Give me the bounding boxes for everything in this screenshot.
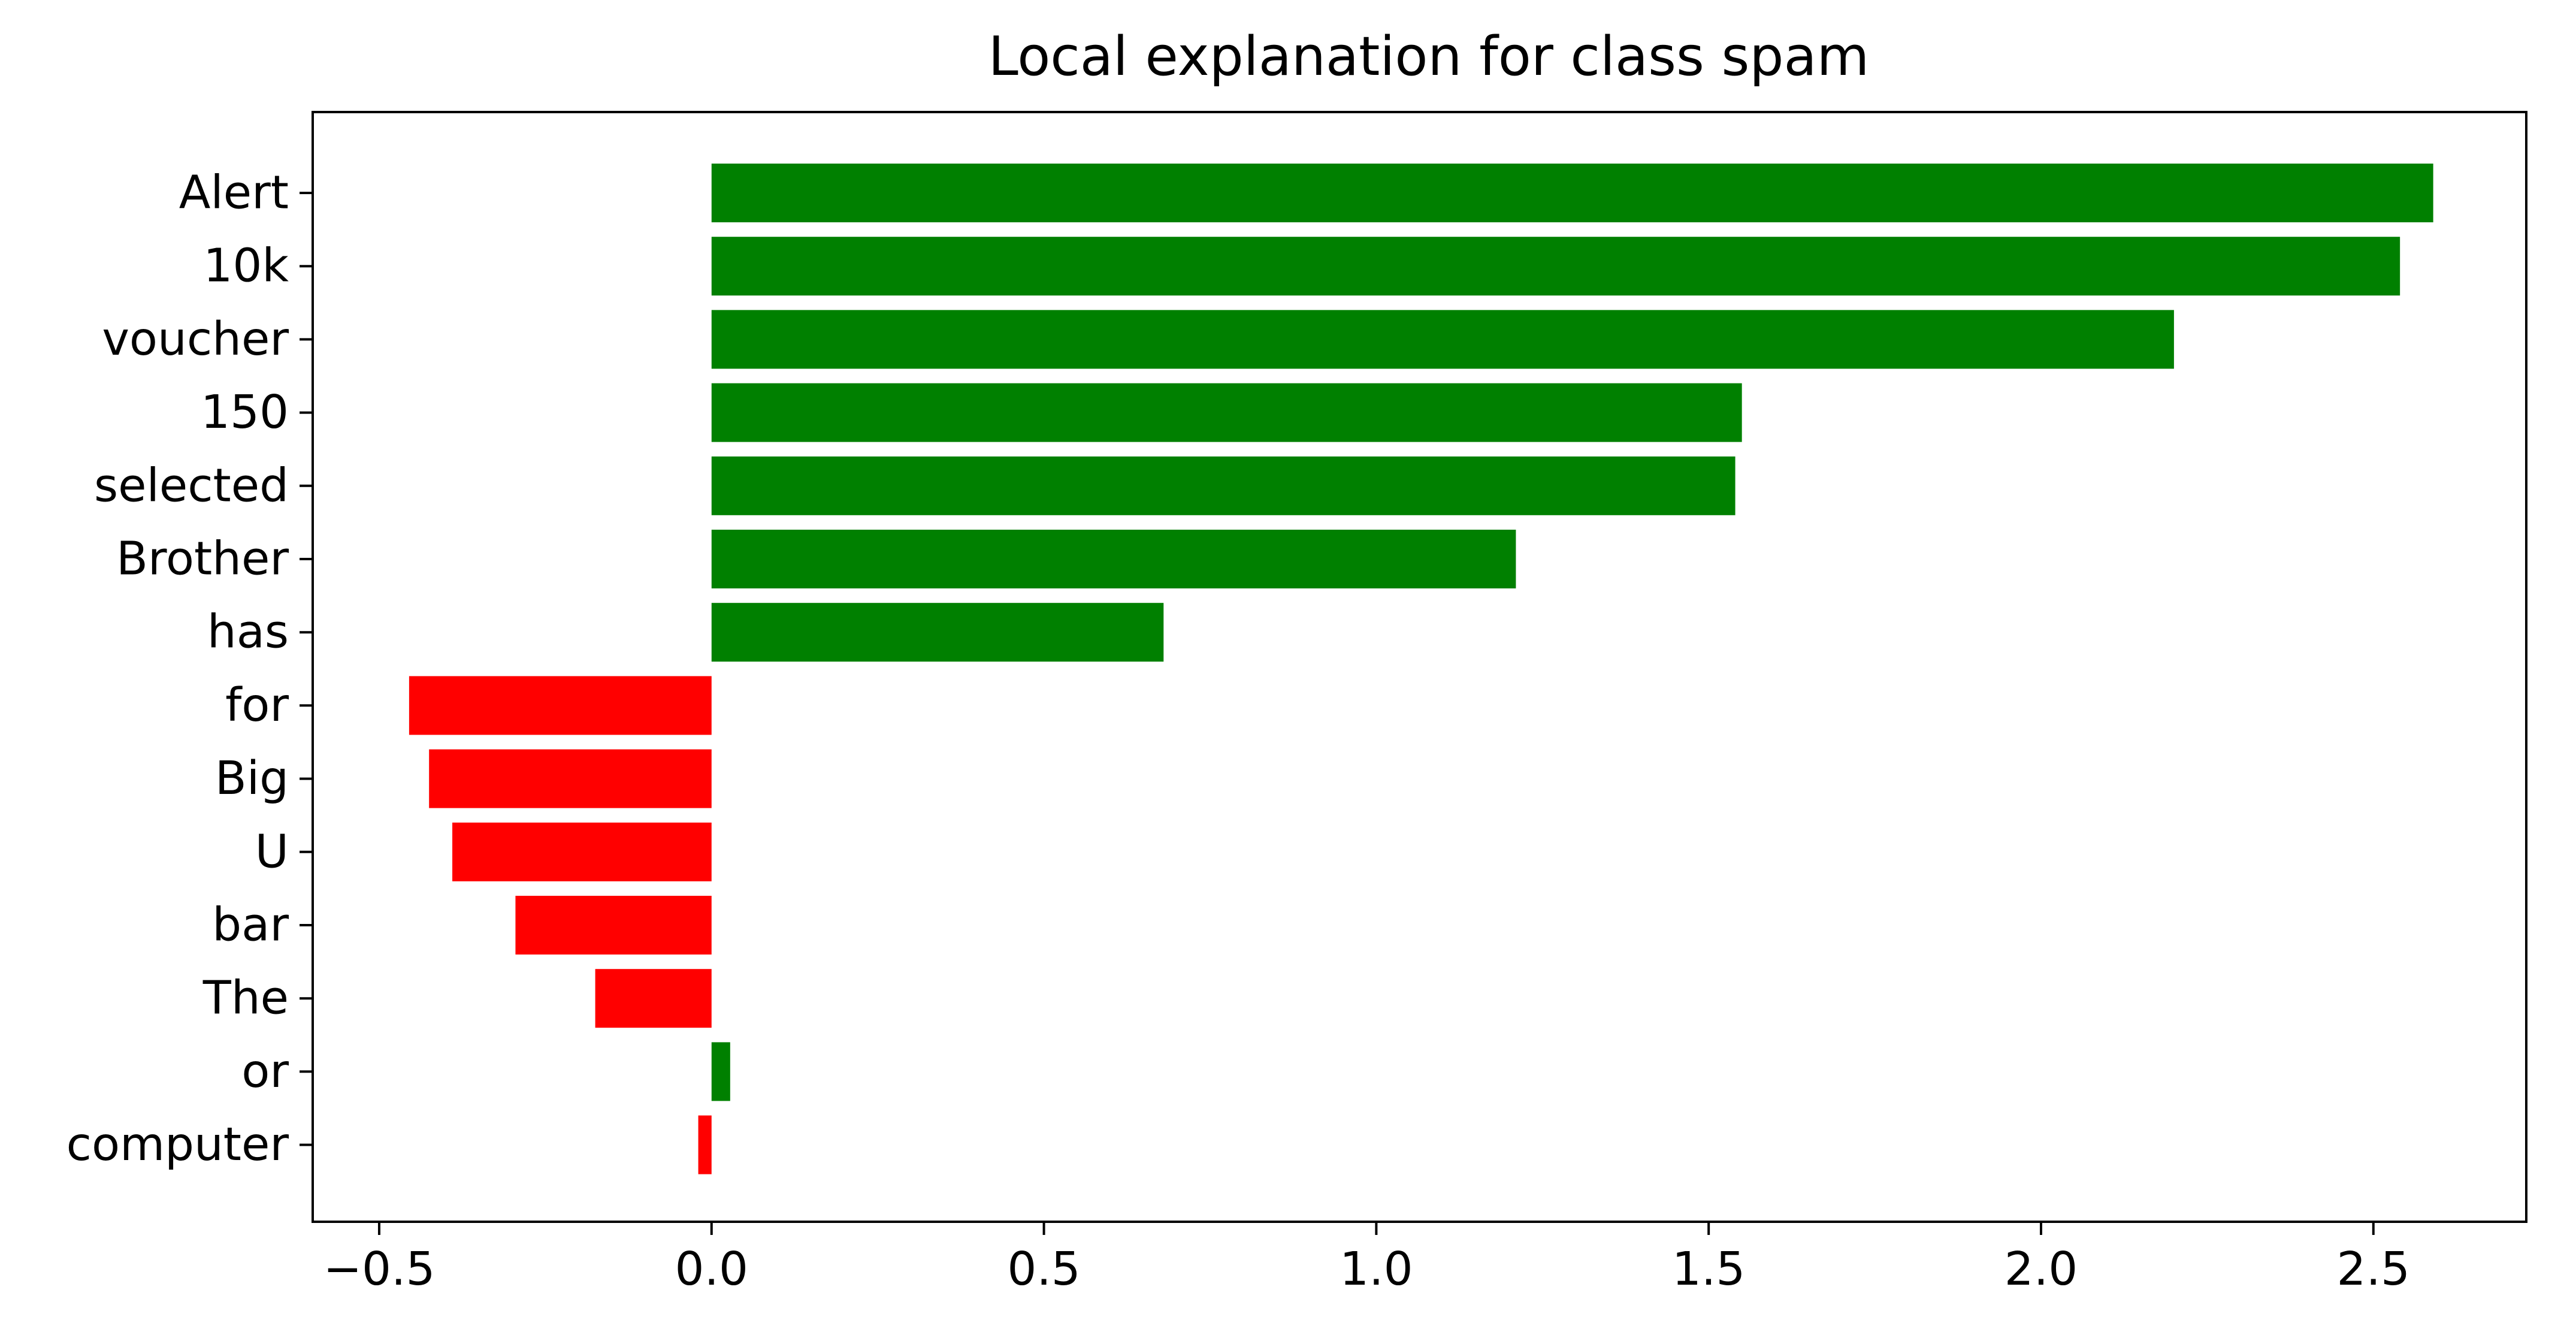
bar-selected (711, 456, 1736, 515)
x-axis: −0.5 0.0 0.5 1.0 1.5 2.0 2.5 (323, 1222, 2410, 1296)
bar-for (409, 676, 712, 735)
y-tick-label: Alert (179, 167, 289, 220)
y-tick-label: has (207, 606, 289, 659)
bar-alert (711, 164, 2433, 222)
bar-computer (698, 1115, 712, 1174)
y-tick-label: for (225, 679, 289, 732)
bars-layer (409, 164, 2433, 1174)
bar-the (595, 969, 712, 1028)
x-tick-label: 0.5 (1007, 1243, 1080, 1296)
y-tick-label: 10k (203, 240, 289, 293)
bar-big (429, 749, 712, 808)
bar-brother (711, 530, 1516, 588)
x-tick-label: 2.5 (2337, 1243, 2410, 1296)
y-tick-label: selected (94, 459, 289, 512)
x-tick-label: 0.0 (675, 1243, 748, 1296)
bar-u (452, 822, 712, 881)
y-tick-label: or (241, 1045, 289, 1098)
y-tick-label: The (202, 972, 289, 1025)
bar-bar (515, 896, 712, 955)
plot-frame (312, 111, 2527, 1223)
x-tick-label: 1.0 (1340, 1243, 1413, 1296)
y-tick-label: Big (215, 752, 289, 805)
x-tick-label: 1.5 (1672, 1243, 1745, 1296)
chart-title: Local explanation for class spam (988, 25, 1870, 88)
y-tick-label: voucher (102, 313, 289, 366)
bar-has (711, 603, 1164, 662)
bar-voucher (711, 310, 2174, 369)
y-tick-label: U (255, 825, 289, 878)
bar-150 (711, 383, 1742, 442)
bar-or (711, 1042, 730, 1101)
y-tick-label: bar (212, 899, 289, 952)
y-tick-label: 150 (201, 386, 289, 439)
x-tick-label: 2.0 (2004, 1243, 2078, 1296)
y-tick-label: Brother (116, 533, 289, 586)
x-tick-label: −0.5 (323, 1243, 435, 1296)
y-axis: Alert 10k voucher 150 selected Brother has for B… (66, 167, 313, 1171)
bar-10k (711, 237, 2400, 296)
y-tick-label: computer (66, 1118, 289, 1171)
